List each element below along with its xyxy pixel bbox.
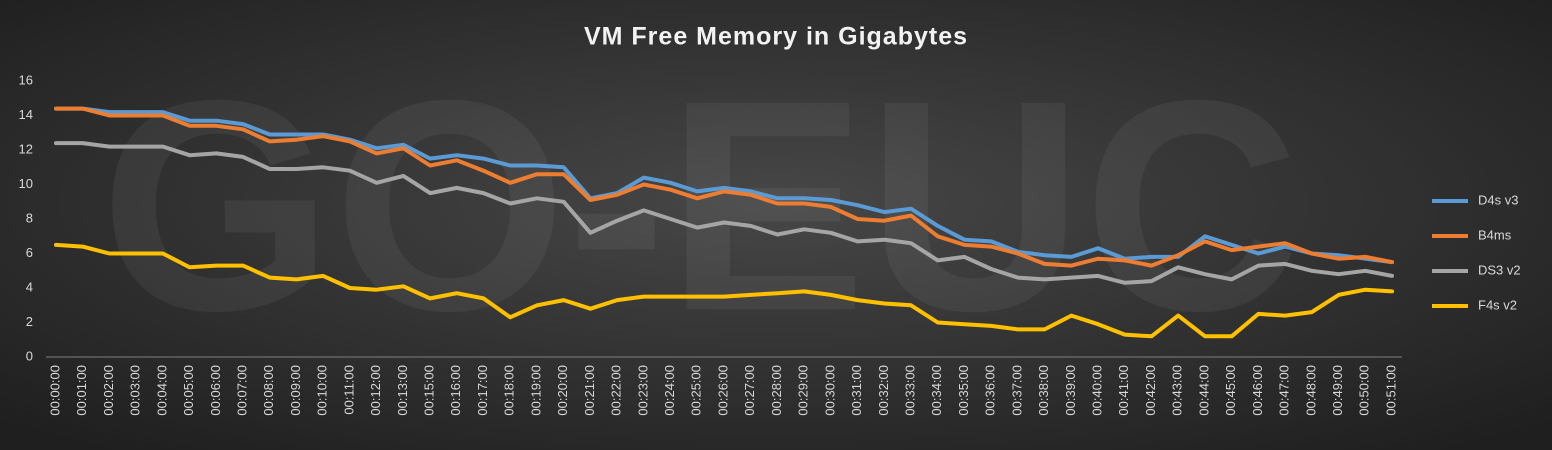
x-tick-label: 00:25:00 [689,365,704,416]
x-tick-label: 00:45:00 [1223,365,1238,416]
x-tick-label: 00:00:00 [47,365,62,416]
x-tick-label: 00:38:00 [1036,365,1051,416]
y-tick-label: 0 [26,348,33,363]
x-tick-label: 00:46:00 [1250,365,1265,416]
x-tick-label: 00:39:00 [1063,365,1078,416]
x-tick-label: 00:41:00 [1116,365,1131,416]
x-tick-label: 00:13:00 [395,365,410,416]
legend-label: F4s v2 [1478,297,1517,312]
y-tick-label: 10 [19,176,33,191]
x-tick-label: 00:28:00 [769,365,784,416]
x-tick-label: 00:17:00 [475,365,490,416]
y-tick-label: 12 [19,141,33,156]
x-tick-label: 00:08:00 [261,365,276,416]
x-tick-label: 00:06:00 [208,365,223,416]
x-tick-label: 00:20:00 [555,365,570,416]
legend-label: B4ms [1478,227,1512,242]
x-tick-label: 00:04:00 [154,365,169,416]
y-tick-label: 4 [26,279,33,294]
x-tick-label: 00:18:00 [502,365,517,416]
x-tick-label: 00:47:00 [1277,365,1292,416]
x-tick-label: 00:15:00 [422,365,437,416]
x-tick-label: 00:48:00 [1303,365,1318,416]
series-line [54,106,1394,268]
x-tick-label: 00:35:00 [956,365,971,416]
x-tick-label: 00:30:00 [822,365,837,416]
x-tick-label: 00:24:00 [662,365,677,416]
x-tick-label: 00:34:00 [929,365,944,416]
x-tick-label: 00:42:00 [1143,365,1158,416]
x-tick-label: 00:12:00 [368,365,383,416]
chart-title: VM Free Memory in Gigabytes [584,23,968,51]
x-tick-label: 00:19:00 [528,365,543,416]
x-tick-label: 00:29:00 [796,365,811,416]
y-tick-label: 8 [26,210,33,225]
x-tick-label: 00:31:00 [849,365,864,416]
x-tick-label: 00:36:00 [983,365,998,416]
x-tick-label: 00:02:00 [101,365,116,416]
y-tick-label: 16 [19,72,33,87]
y-tick-label: 6 [26,245,33,260]
x-tick-label: 00:07:00 [234,365,249,416]
x-tick-label: 00:51:00 [1383,365,1398,416]
x-tick-label: 00:40:00 [1090,365,1105,416]
x-tick-label: 00:27:00 [742,365,757,416]
x-tick-label: 00:33:00 [902,365,917,416]
x-tick-label: 00:16:00 [448,365,463,416]
x-tick-label: 00:43:00 [1170,365,1185,416]
series-line [54,242,1394,339]
x-tick-label: 00:11:00 [341,365,356,415]
x-tick-label: 00:22:00 [609,365,624,416]
y-tick-label: 14 [19,107,33,122]
x-tick-label: 00:05:00 [181,365,196,416]
x-tick-label: 00:26:00 [715,365,730,416]
x-tick-label: 00:50:00 [1357,365,1372,416]
x-tick-label: 00:49:00 [1330,365,1345,416]
x-tick-label: 00:44:00 [1196,365,1211,416]
series-line [54,141,1394,285]
legend-label: D4s v3 [1478,192,1518,207]
watermark: GO-EUC [100,37,1300,373]
x-tick-label: 00:01:00 [74,365,89,416]
x-tick-label: 00:23:00 [635,365,650,416]
x-tick-label: 00:09:00 [288,365,303,416]
x-tick-label: 00:03:00 [128,365,143,416]
x-tick-label: 00:37:00 [1009,365,1024,416]
legend-label: DS3 v2 [1478,262,1521,277]
x-tick-label: 00:32:00 [876,365,891,416]
x-tick-label: 00:10:00 [315,365,330,416]
x-tick-label: 00:21:00 [582,365,597,416]
y-tick-label: 2 [26,314,33,329]
